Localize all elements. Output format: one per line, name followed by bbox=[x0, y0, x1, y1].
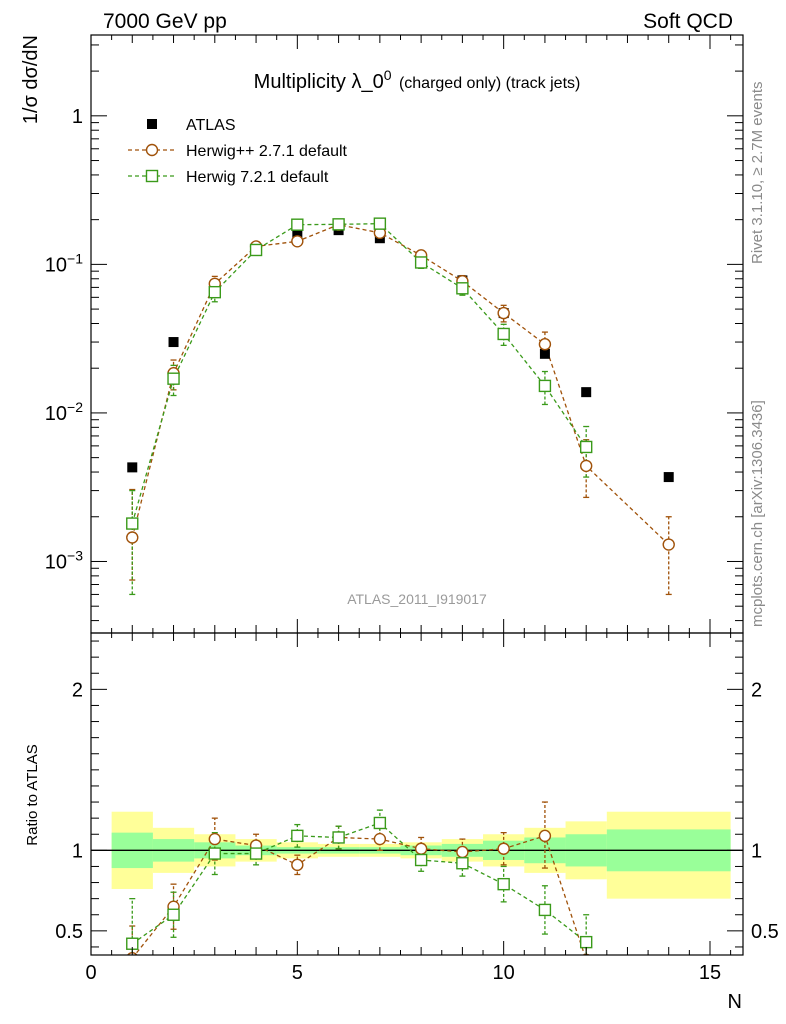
herwigpp-point bbox=[126, 531, 139, 544]
main-ytick-label: 10−2 bbox=[45, 399, 83, 425]
ratio-herwigpp-point bbox=[538, 829, 552, 843]
herwig7-point bbox=[126, 517, 139, 530]
herwig7-point bbox=[414, 256, 428, 269]
ratio-herwigpp-point bbox=[582, 953, 591, 955]
ratio-herwig7-point bbox=[414, 853, 428, 867]
ratio-herwig7-point bbox=[497, 877, 510, 891]
ratio-herwig7-point bbox=[291, 829, 304, 843]
ratio-herwig7-point bbox=[332, 831, 345, 844]
ratio-ytick-label-right: 1 bbox=[751, 840, 762, 862]
atlas-point bbox=[581, 387, 592, 398]
herwigpp-point bbox=[538, 338, 552, 351]
ratio-ytick-label-right: 2 bbox=[751, 679, 762, 701]
herwig7-point bbox=[332, 218, 345, 231]
legend-label: Herwig++ 2.7.1 default bbox=[186, 143, 348, 160]
header-right: Soft QCD bbox=[643, 10, 733, 33]
main-line-herwigpp bbox=[131, 224, 670, 546]
x-tick-label: 0 bbox=[85, 962, 96, 984]
ratio-herwigpp-point bbox=[373, 832, 387, 846]
x-tick-label: 5 bbox=[292, 962, 303, 984]
ratio-ytick-label-right: 0.5 bbox=[751, 921, 779, 943]
ratio-ytick-label: 1 bbox=[72, 840, 83, 862]
ratio-herwigpp-point bbox=[497, 842, 510, 855]
main-line-herwig7 bbox=[131, 222, 587, 524]
rivet-version: Rivet 3.1.10, ≥ 2.7M events bbox=[749, 82, 766, 265]
legend-label: Herwig 7.2.1 default bbox=[186, 169, 329, 186]
legend-marker-atlas bbox=[147, 119, 157, 129]
ratio-herwigpp-point bbox=[456, 845, 469, 859]
herwig7-point bbox=[373, 217, 387, 230]
ratio-herwig7-point bbox=[538, 903, 552, 917]
atlas-point bbox=[292, 229, 303, 240]
x-axis-label: N bbox=[728, 991, 742, 1013]
ratio-herwig7-point bbox=[579, 935, 593, 949]
x-tick-label: 15 bbox=[699, 962, 721, 984]
herwig7-point bbox=[497, 327, 510, 341]
mcplots-credit: mcplots.cern.ch [arXiv:1306.3436] bbox=[749, 400, 766, 627]
legend-marker-herwigpp bbox=[145, 143, 159, 157]
ratio-herwig7-point bbox=[373, 816, 387, 830]
ratio-herwigpp-point bbox=[291, 858, 304, 872]
main-ytick-label: 10−3 bbox=[45, 547, 83, 573]
legend-marker-herwig7 bbox=[145, 169, 159, 183]
main-ytick-label: 10−1 bbox=[45, 250, 83, 276]
atlas-point bbox=[663, 472, 674, 483]
herwig7-point bbox=[456, 282, 469, 295]
ratio-line-herwigpp bbox=[134, 835, 586, 955]
ratio-ylabel: Ratio to ATLAS bbox=[24, 744, 41, 845]
ratio-panel: 0 5 10 15 0.5 0.5 1 1 2 2 Ratio to ATLAS N bbox=[24, 632, 779, 1013]
herwig7-point bbox=[249, 243, 263, 257]
herwigpp-point bbox=[579, 459, 593, 473]
atlas-point bbox=[168, 337, 179, 348]
ratio-herwig7-point bbox=[167, 908, 180, 921]
atlas-point bbox=[539, 348, 550, 359]
ratio-ytick-label: 2 bbox=[72, 679, 83, 701]
ratio-ytick-label: 0.5 bbox=[55, 921, 83, 943]
herwig7-point bbox=[579, 440, 593, 454]
main-title: Multiplicity λ_00 (charged only) (track … bbox=[254, 67, 581, 93]
herwig7-point bbox=[291, 218, 304, 231]
atlas-point bbox=[127, 462, 138, 473]
ratio-herwigpp-point bbox=[414, 842, 428, 855]
main-ytick-label: 1 bbox=[72, 106, 83, 128]
herwigpp-point bbox=[291, 235, 304, 248]
ratio-frame bbox=[90, 632, 744, 956]
ratio-herwigpp-point bbox=[208, 832, 221, 846]
main-watermark: ATLAS_2011_I919017 bbox=[347, 591, 487, 607]
main-panel: ATLAS_2011_I919017 1 10−1 10−2 10−3 Multipl… bbox=[20, 34, 744, 634]
herwigpp-point bbox=[497, 306, 510, 320]
main-ylabel: 1/σ dσ/dN bbox=[20, 35, 42, 124]
herwig7-point bbox=[538, 379, 552, 393]
legend: ATLAS Herwig++ 2.7.1 default Herwig 7.2.1 … bbox=[128, 117, 348, 186]
ratio-herwig7-point bbox=[456, 857, 469, 870]
ratio-herwig7-point bbox=[249, 847, 263, 860]
header-left: 7000 GeV pp bbox=[103, 10, 227, 33]
ratio-herwig7-point bbox=[208, 847, 221, 860]
ratio-line-herwig7 bbox=[131, 822, 587, 945]
legend-label: ATLAS bbox=[186, 117, 236, 134]
x-tick-label: 10 bbox=[493, 962, 515, 984]
herwigpp-point bbox=[662, 538, 675, 551]
herwig7-point bbox=[208, 285, 221, 299]
herwig7-point bbox=[167, 372, 180, 385]
